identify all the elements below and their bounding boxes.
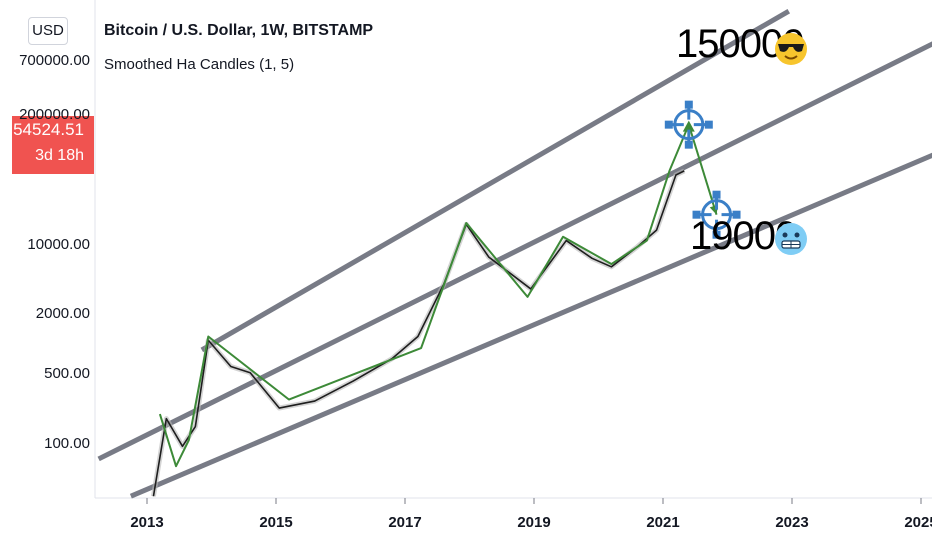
projection-arrowhead-up bbox=[682, 120, 695, 132]
channel-line bbox=[129, 152, 932, 499]
time-axis-tick-label: 2019 bbox=[517, 514, 551, 531]
target-crosshair-cap bbox=[712, 230, 721, 239]
time-axis-tick-label: 2023 bbox=[775, 514, 809, 531]
time-axis-tick-label: 2015 bbox=[259, 514, 293, 531]
price-axis-tick-label: 700000.00 bbox=[19, 51, 90, 69]
target-crosshair-cap bbox=[732, 210, 741, 219]
sunglasses-emoji-icon bbox=[775, 33, 807, 65]
channel-line bbox=[97, 41, 932, 462]
price-axis-tick-label: 500.00 bbox=[44, 365, 90, 383]
cold-face-emoji-icon bbox=[775, 223, 807, 255]
time-axis-tick-label: 2017 bbox=[388, 514, 422, 531]
price-axis-tick-label: 10000.00 bbox=[27, 235, 90, 253]
last-price: 54524.51 bbox=[13, 120, 84, 139]
target-crosshair-cap bbox=[692, 210, 701, 219]
last-price-tag: 54524.51 3d 18h bbox=[12, 116, 94, 174]
channel-line bbox=[200, 8, 791, 353]
target-crosshair-cap bbox=[684, 140, 693, 149]
chart-title: Bitcoin / U.S. Dollar, 1W, BITSTAMP bbox=[104, 22, 374, 39]
price-axis-tick-label: 200000.00 bbox=[19, 105, 90, 123]
target-crosshair-cap bbox=[664, 120, 673, 129]
indicator-label[interactable]: Smoothed Ha Candles (1, 5) bbox=[104, 56, 295, 73]
price-series-line bbox=[152, 170, 685, 497]
bar-countdown: 3d 18h bbox=[35, 147, 84, 164]
target-crosshair-cap bbox=[704, 120, 713, 129]
time-axis-tick-label: 2025 bbox=[904, 514, 932, 531]
time-axis-tick-label: 2013 bbox=[130, 514, 164, 531]
price-axis-tick-label: 100.00 bbox=[44, 435, 90, 453]
projection-line bbox=[158, 124, 690, 468]
target-crosshair-cap bbox=[684, 100, 693, 109]
time-axis-tick-label: 2021 bbox=[646, 514, 680, 531]
projection-arrow-line bbox=[687, 124, 718, 215]
target-crosshair-cap bbox=[712, 190, 721, 199]
currency-button[interactable]: USD bbox=[28, 17, 68, 45]
price-axis-tick-label: 2000.00 bbox=[35, 305, 90, 323]
